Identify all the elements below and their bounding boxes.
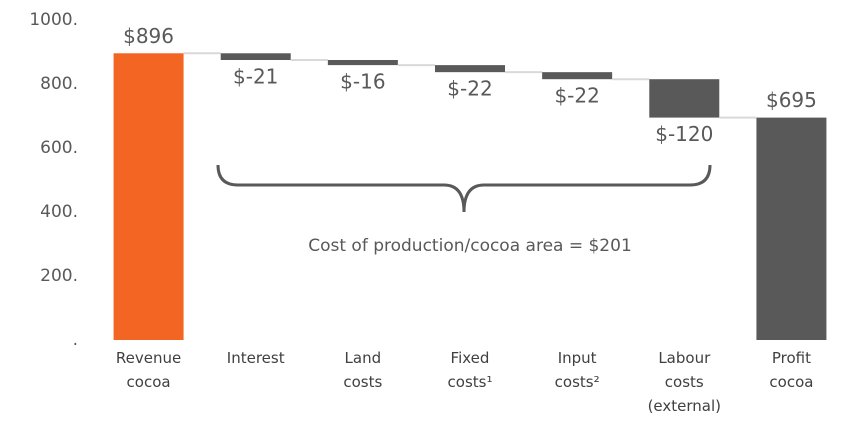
- bar: [649, 79, 720, 118]
- bar: [327, 60, 398, 66]
- value-label: $-22: [447, 77, 492, 101]
- bar: [113, 53, 184, 340]
- x-tick-label: Fixed costs¹: [447, 349, 493, 391]
- x-tick-label: Profit cocoa: [769, 349, 814, 391]
- x-tick-label: Revenue cocoa: [115, 349, 182, 391]
- value-label: $695: [766, 88, 817, 112]
- value-label: $-21: [233, 65, 278, 89]
- x-tick-label: Labour costs (external): [647, 349, 722, 415]
- x-tick-label: Interest: [226, 349, 285, 367]
- x-tick-label: Land costs: [343, 349, 383, 391]
- y-tick-label: 800.: [40, 74, 78, 94]
- y-tick-label: 200.: [40, 266, 78, 286]
- bracket: [216, 164, 712, 213]
- bar: [542, 72, 613, 80]
- bar: [220, 53, 291, 60]
- value-label: $-16: [340, 70, 385, 94]
- value-label: $-22: [554, 84, 599, 108]
- bar: [435, 65, 505, 73]
- y-tick-label: 1000.: [29, 10, 78, 30]
- value-label: $-120: [655, 122, 713, 146]
- value-label: $896: [123, 24, 174, 48]
- bar: [756, 117, 827, 340]
- x-tick-label: Input costs²: [554, 349, 600, 391]
- y-tick-label: 400.: [40, 202, 78, 222]
- y-tick-label: .: [73, 330, 78, 350]
- y-tick-label: 600.: [40, 138, 78, 158]
- annotation: Cost of production/cocoa area = $201: [308, 236, 632, 256]
